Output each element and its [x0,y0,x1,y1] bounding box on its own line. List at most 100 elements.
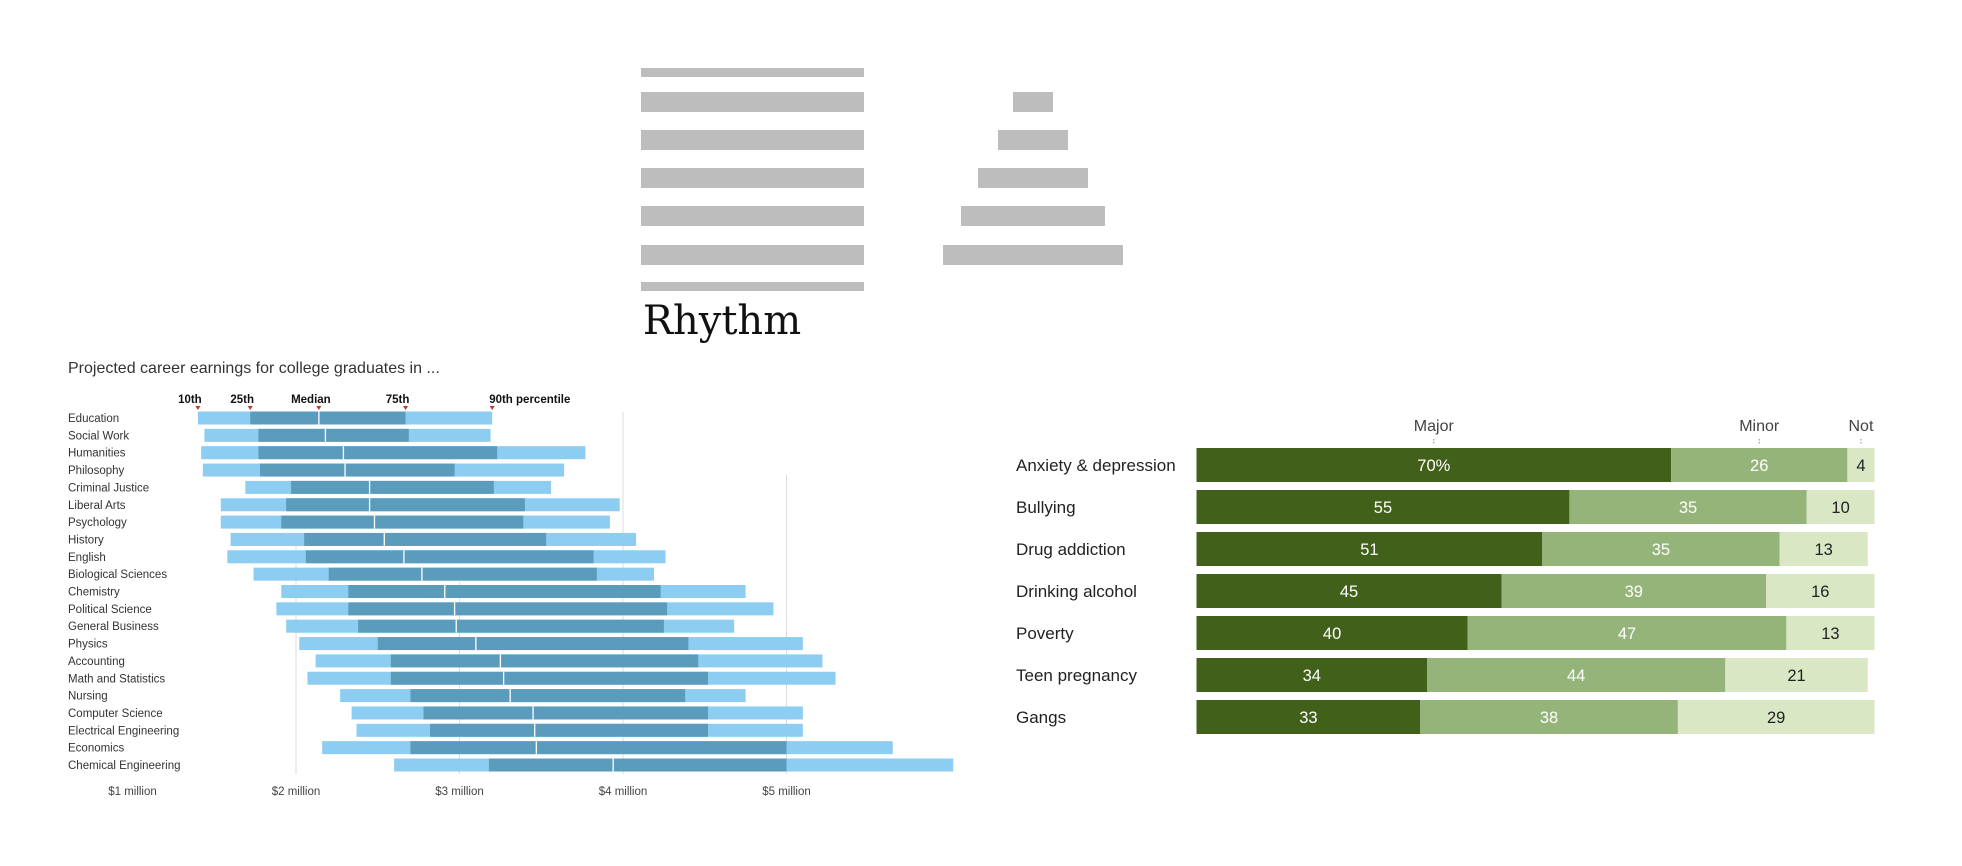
rhythm-chart: Rhythm [641,68,1123,344]
concern-not-value-label: 13 [1821,625,1839,643]
concern-not-segment [1806,490,1875,524]
rhythm-left-bar [641,206,864,226]
earnings-title: Projected career earnings for college gr… [68,360,440,377]
concern-not-value-label: 4 [1856,457,1865,475]
earnings-category-label: Political Science [68,604,152,616]
earnings-25-75-bar [260,463,455,477]
concern-not-segment [1779,532,1868,566]
rhythm-title: Rhythm [643,298,801,344]
rhythm-left-bar [641,245,864,265]
earnings-x-tick-label: $5 million [762,786,811,798]
concern-major-segment [1196,574,1502,608]
concern-major-value-label: 55 [1374,499,1392,517]
concern-minor-segment [1467,616,1787,650]
percentile-labels: 10th 25th Median 75th 90th percentile [178,394,570,410]
concern-minor-value-label: 35 [1679,499,1697,517]
earnings-25-75-bar [348,585,661,598]
earnings-category-label: Criminal Justice [68,482,149,494]
concern-major-value-label: 33 [1299,709,1317,727]
percentile-label: 10th [178,394,202,406]
earnings-category-label: Biological Sciences [68,569,167,581]
column-headers: Major Minor Not [1414,418,1874,445]
column-header: Major [1414,418,1455,435]
rhythm-right-bar [943,245,1123,265]
earnings-category-label: Physics [68,639,108,651]
earnings-category-label: Chemistry [68,587,120,599]
concern-major-value-label: 70% [1417,457,1450,475]
percentile-marker [316,406,322,410]
percentile-marker [489,406,495,410]
concern-major-segment [1196,490,1570,524]
earnings-category-label: General Business [68,621,159,633]
earnings-25-75-bar [291,480,494,494]
concern-major-value-label: 45 [1340,583,1358,601]
column-header: Not [1848,418,1873,435]
concern-not-value-label: 10 [1831,499,1849,517]
earnings-25-75-bar [423,706,709,720]
earnings-25-75-bar [358,619,664,633]
concern-minor-value-label: 38 [1540,709,1558,727]
concern-not-segment [1766,574,1875,608]
percentile-marker [403,406,409,410]
rhythm-bars [641,68,1123,291]
earnings-x-tick-label: $3 million [435,786,484,798]
earnings-25-75-bar [430,723,709,737]
earnings-category-label: Liberal Arts [68,500,126,512]
concern-major-segment [1196,448,1672,482]
concern-minor-segment [1420,700,1678,734]
earnings-category-label: Humanities [68,448,126,460]
rhythm-left-bar [641,130,864,150]
earnings-25-75-bar [348,602,668,616]
earnings-25-75-bar [286,498,525,512]
concern-not-value-label: 29 [1767,709,1785,727]
earnings-category-label: English [68,552,106,564]
concern-minor-value-label: 44 [1567,667,1585,685]
concern-minor-segment [1671,448,1848,482]
earnings-25-75-bar [390,671,709,685]
earnings-25-75-bar [258,446,498,460]
concern-major-value-label: 34 [1303,667,1321,685]
concern-not-value-label: 21 [1787,667,1805,685]
earnings-x-axis: $1 million $2 million $3 million $4 million… [108,786,811,798]
earnings-25-75-bar [258,428,409,442]
earnings-x-tick-label: $4 million [599,786,648,798]
concern-major-segment [1196,616,1468,650]
earnings-category-label: Nursing [68,691,108,703]
concern-minor-segment [1501,574,1767,608]
concern-major-segment [1196,658,1428,692]
earnings-25-75-bar [304,532,547,546]
earnings-25-75-bar [328,567,597,581]
concern-minor-segment [1427,658,1726,692]
concern-major-segment [1196,532,1543,566]
earnings-category-label: Chemical Engineering [68,760,181,772]
column-header: Minor [1739,418,1780,435]
earnings-x-tick-label: $2 million [272,786,321,798]
concern-not-segment [1725,658,1868,692]
concern-category-label: Drinking alcohol [1016,582,1137,601]
earnings-category-label: Math and Statistics [68,673,165,685]
earnings-category-label: Philosophy [68,465,125,477]
earnings-category-label: Electrical Engineering [68,725,179,737]
percentile-marker [195,406,201,410]
concern-minor-segment [1542,532,1780,566]
concern-not-segment [1847,448,1875,482]
earnings-25-75-bar [305,550,594,564]
percentile-marker [247,406,253,410]
earnings-category-label: Social Work [68,430,129,442]
concern-rows: Anxiety & depression 70% 26 4 Bullying 55 35 10… [1016,448,1875,734]
concern-not-segment [1786,616,1875,650]
earnings-category-label: Computer Science [68,708,163,720]
rhythm-left-bar [641,92,864,112]
earnings-x-tick-label: $1 million [108,786,157,798]
earnings-25-75-bar [410,741,787,755]
rhythm-left-bar [641,68,864,77]
concern-major-segment [1196,700,1421,734]
percentile-label: 25th [230,394,254,406]
earnings-category-label: History [68,534,104,546]
concern-category-label: Bullying [1016,498,1076,517]
percentile-label: Median [291,394,331,406]
earnings-25-75-bar [410,689,686,703]
rhythm-right-bar [961,206,1105,226]
earnings-25-75-bar [281,515,524,529]
